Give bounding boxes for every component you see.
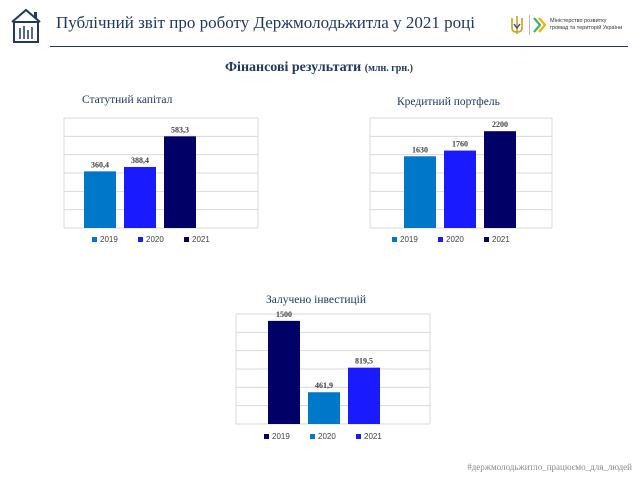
bar-2021: [164, 136, 196, 228]
bar-2019: [84, 171, 116, 228]
chart-title-credit: Кредитний портфель: [397, 96, 500, 108]
legend-label-2020: 2020: [146, 235, 164, 244]
bar-2019: [404, 156, 436, 228]
bar-2019: [268, 320, 300, 424]
bar-2020: [124, 166, 156, 228]
data-label-2020: 388,4: [131, 156, 149, 165]
subtitle-main: Фінансові результати: [225, 60, 362, 75]
section-subtitle: Фінансові результати (млн. грн.): [0, 60, 638, 76]
header: Публічний звіт про роботу Держмолодьжитл…: [0, 0, 638, 50]
ministry-logo: Міністерство розвитку громад та територі…: [508, 10, 628, 40]
legend-swatch-2020: [438, 237, 443, 242]
legend-label-2019: 2019: [100, 235, 118, 244]
legend-label-2021: 2021: [364, 432, 382, 441]
data-label-2021: 819,5: [355, 357, 373, 366]
page-title: Публічний звіт про роботу Держмолодьжитл…: [56, 13, 475, 32]
legend-label-2021: 2021: [492, 235, 510, 244]
bar-2021: [348, 367, 380, 424]
legend-label-2019: 2019: [272, 432, 290, 441]
data-label-2020: 1760: [452, 140, 468, 149]
trident-icon: [511, 16, 523, 34]
bar-2020: [444, 150, 476, 228]
footer-hashtag: #держмолодьжитло_працюємо_для_людей: [467, 462, 632, 472]
chart-title-investments: Залучено інвестицій: [266, 294, 367, 306]
subtitle-unit: (млн. грн.): [364, 63, 413, 74]
bar-2020: [308, 392, 340, 424]
chart-investments: 1500 461,9 819,5 2019 2020 2021: [235, 310, 431, 441]
data-label-2019: 1500: [276, 310, 292, 319]
legend-swatch-2019: [392, 237, 397, 242]
data-label-2019: 360,4: [91, 160, 109, 169]
legend-label-2019: 2019: [400, 235, 418, 244]
legend-swatch-2020: [310, 434, 315, 439]
chart-credit: 1630 1760 2200 2019 2020 2021: [369, 117, 553, 244]
legend-swatch-2019: [92, 237, 97, 242]
legend-swatch-2021: [356, 434, 361, 439]
data-label-2021: 2200: [492, 120, 508, 129]
data-label-2020: 461,9: [315, 381, 333, 390]
bar-2021: [484, 131, 516, 228]
legend-label-2020: 2020: [446, 235, 464, 244]
legend-swatch-2021: [184, 237, 189, 242]
chart-title-capital: Статутний капітал: [82, 94, 173, 106]
data-label-2021: 583,3: [171, 125, 189, 134]
ministry-text: Міністерство розвитку громад та територі…: [550, 18, 623, 31]
header-divider: [50, 46, 628, 47]
legend-swatch-2019: [264, 434, 269, 439]
data-label-2019: 1630: [412, 145, 428, 154]
legend-swatch-2020: [138, 237, 143, 242]
chart-capital: 360,4 388,4 583,3 2019 2020 2021: [63, 117, 259, 244]
legend-swatch-2021: [484, 237, 489, 242]
legend-label-2020: 2020: [318, 432, 336, 441]
legend-label-2021: 2021: [192, 235, 210, 244]
ministry-mark-icon: [529, 15, 547, 35]
house-logo-icon: [11, 8, 41, 43]
